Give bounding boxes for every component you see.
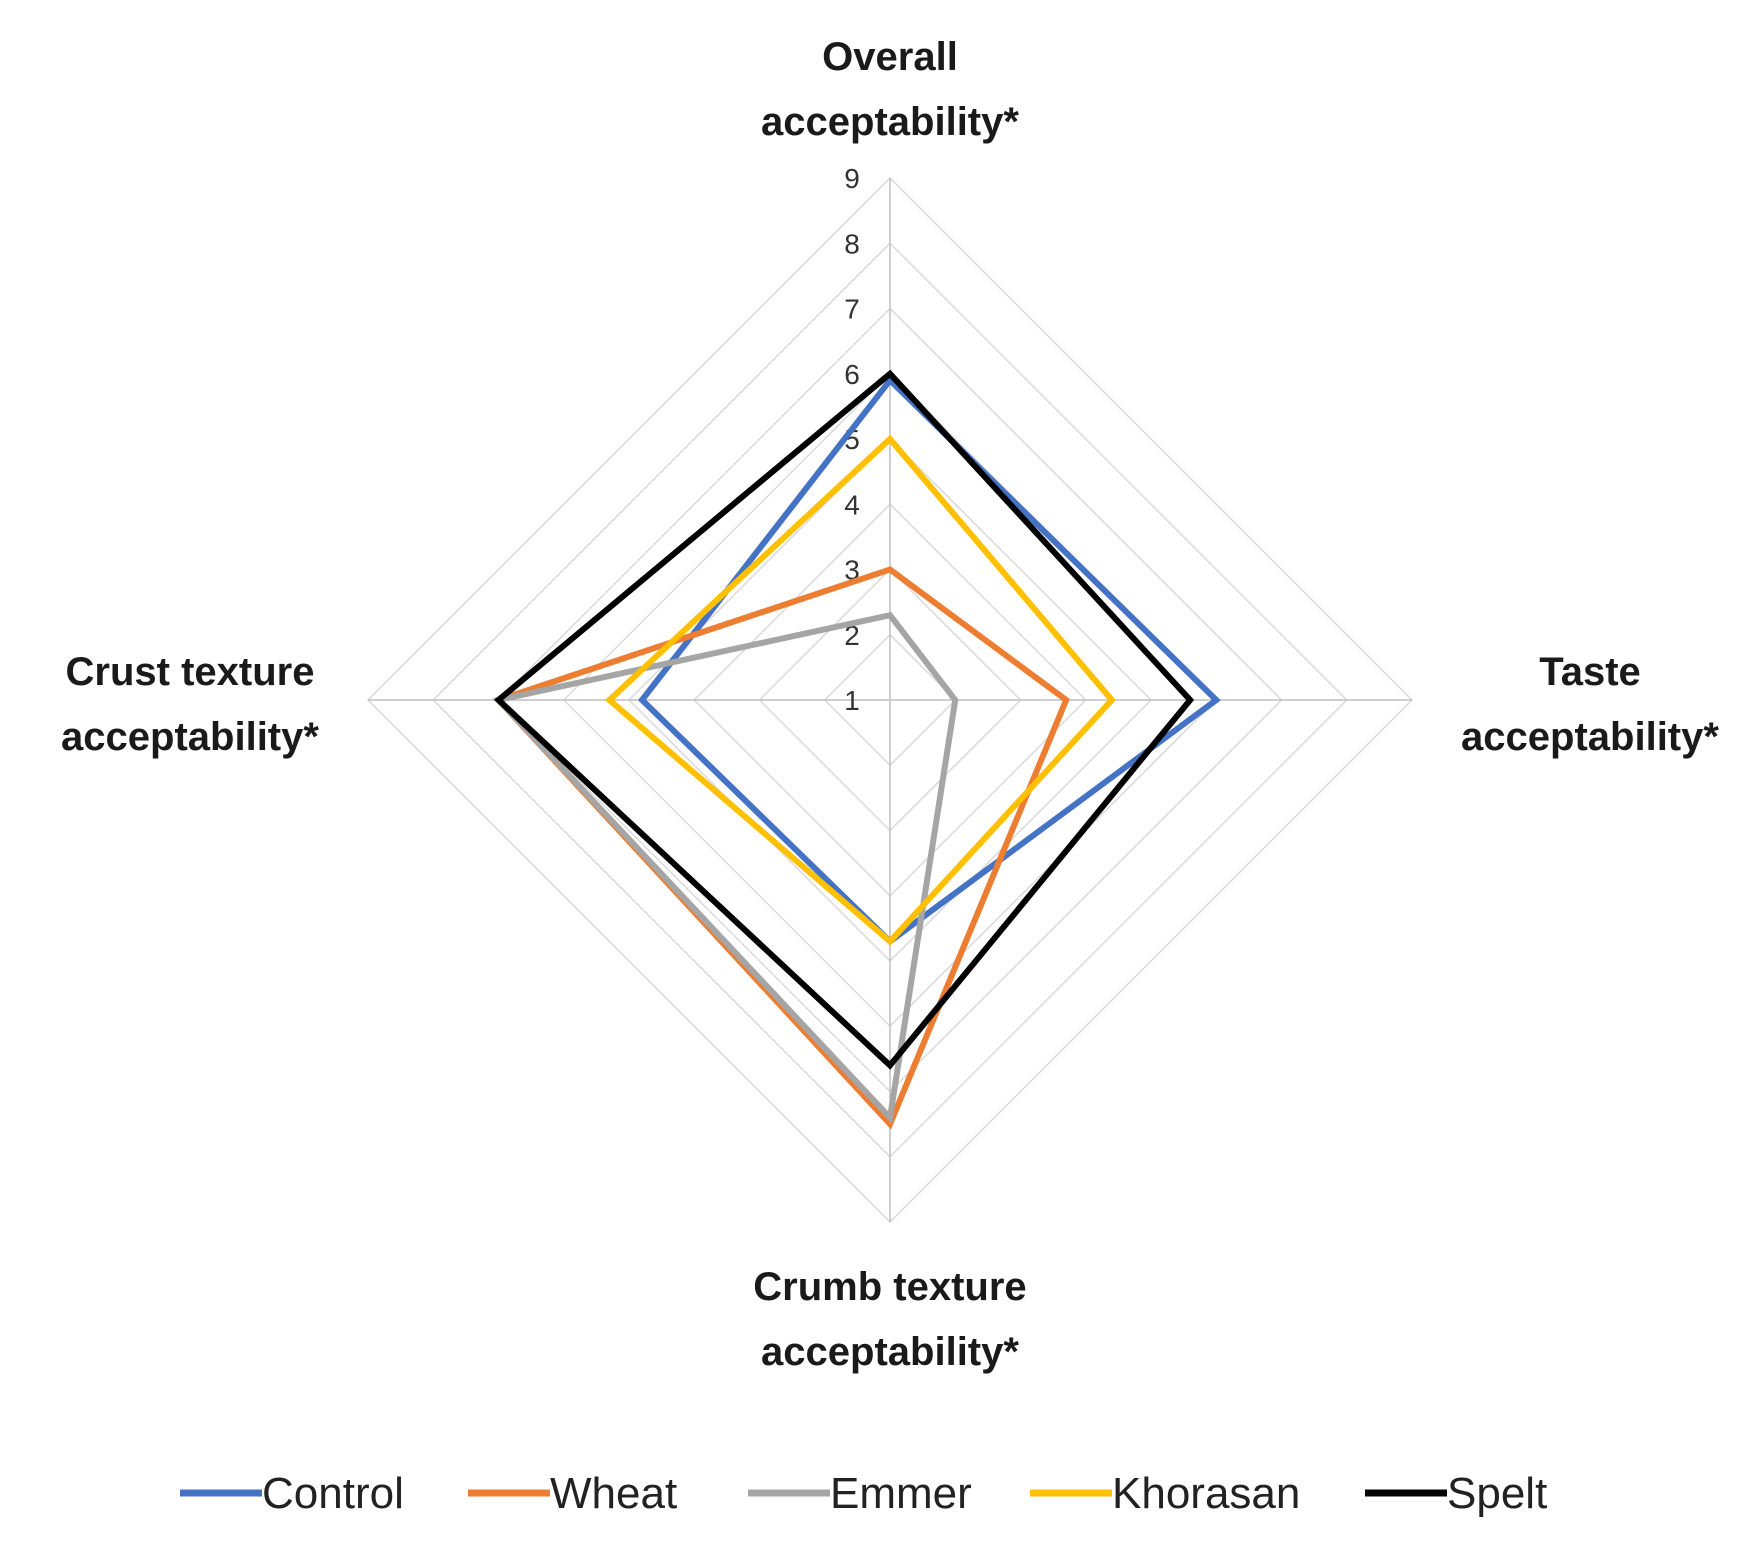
axis-labels: Overall acceptability* Taste acceptability*… <box>61 35 1719 1374</box>
legend-label: Emmer <box>830 1469 972 1518</box>
legend-item-control: Control <box>180 1469 404 1518</box>
legend-item-wheat: Wheat <box>468 1469 677 1518</box>
legend-label: Spelt <box>1447 1469 1547 1518</box>
tick-label: 1 <box>844 685 860 716</box>
legend-item-emmer: Emmer <box>748 1469 972 1518</box>
axis-label: Crumb texture acceptability* <box>753 1265 1026 1374</box>
tick-label: 7 <box>844 294 860 325</box>
series-line-emmer <box>492 611 959 1125</box>
axis-label: Overall acceptability* <box>761 35 1019 144</box>
axis-label: Taste acceptability* <box>1461 650 1719 759</box>
series-line-wheat <box>493 566 1070 1130</box>
tick-label: 8 <box>844 228 860 259</box>
series-line-spelt <box>493 369 1195 1070</box>
tick-label: 4 <box>844 489 860 520</box>
legend-label: Control <box>262 1469 404 1518</box>
legend-label: Wheat <box>550 1469 677 1518</box>
legend: Control Wheat Emmer Khorasan Spelt <box>180 1469 1547 1518</box>
legend-item-khorasan: Khorasan <box>1030 1469 1300 1518</box>
tick-label: 6 <box>844 359 860 390</box>
legend-label: Khorasan <box>1112 1469 1300 1518</box>
axis-label: Crust texture acceptability* <box>61 650 319 759</box>
tick-label: 9 <box>844 163 860 194</box>
series-lines <box>492 369 1221 1130</box>
legend-item-spelt: Spelt <box>1365 1469 1547 1518</box>
series-line-khorasan <box>604 434 1116 946</box>
tick-label: 2 <box>844 620 860 651</box>
